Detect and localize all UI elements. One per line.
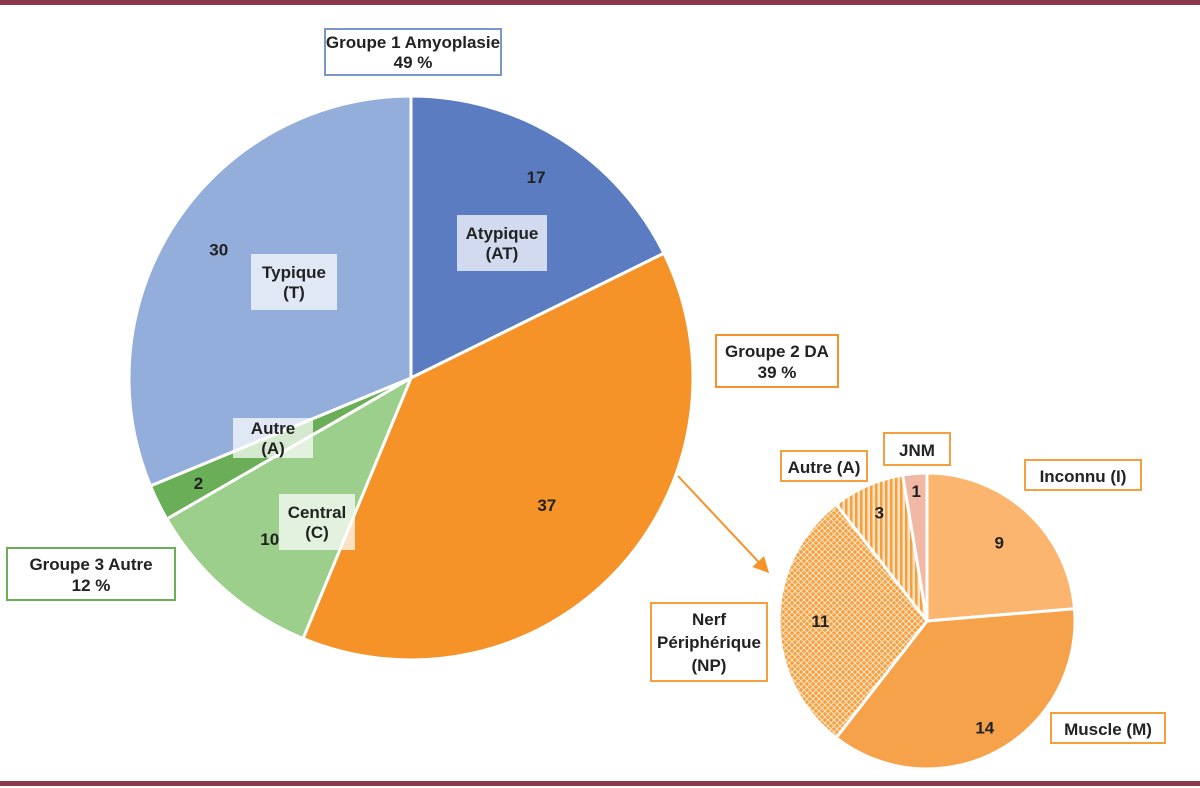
connector-arrow [677,475,770,574]
sub-label-jnm: JNM [899,441,935,460]
main-tag-text: (AT) [486,244,519,263]
sub-slice-nerf-peripherique-np [777,502,929,740]
sub-value-autre-a: 3 [875,504,884,523]
main-tag-text: Typique [262,263,326,282]
sub-label-inconnu: Inconnu (I) [1040,467,1127,486]
group1-label: Groupe 1 Amyoplasie [326,33,500,52]
group1-label-box: Groupe 1 Amyoplasie 49 % [324,28,502,76]
sub-label-box-jnm: JNM [883,432,951,466]
main-tag-autre-a: Autre(A) [233,418,313,458]
main-tag-text: Central [288,503,347,522]
main-pie [127,94,695,662]
top-rule [0,0,1200,5]
bottom-rule [0,781,1200,786]
main-value-central-c: 10 [260,530,279,549]
main-value-atypique-at: 17 [527,168,546,187]
main-value-typique-t: 30 [209,241,228,260]
sub-label-box-muscle: Muscle (M) [1050,712,1166,744]
group3-label-box: Groupe 3 Autre 12 % [6,547,176,601]
main-tag-atypique-at: Atypique(AT) [457,215,547,271]
main-tag-typique-t: Typique(T) [251,254,337,310]
sub-label-nerf-line2: Périphérique [657,633,761,652]
sub-value-inconnu-i: 9 [994,534,1003,553]
main-pie-value-labels: 17 37 10 2 30 [194,168,556,549]
main-tag-text: (A) [261,439,285,458]
main-tag-text: Atypique [466,224,539,243]
group3-label: Groupe 3 Autre [29,555,152,574]
main-tag-text: Autre [251,419,295,438]
sub-slice-inconnu-i [925,471,1077,623]
sub-slice-jnm [900,471,929,622]
sub-label-box-nerf: Nerf Périphérique (NP) [650,602,768,682]
sub-label-muscle: Muscle (M) [1064,720,1152,739]
main-tag-text: (C) [305,523,329,542]
sub-label-nerf-line3: (NP) [692,656,727,675]
sub-pie-value-labels: 9 14 11 3 1 [811,482,1004,738]
main-tag-central-c: Central(C) [279,494,355,550]
sub-label-autre: Autre (A) [788,458,861,477]
main-value-autre-a: 2 [194,474,203,493]
sub-label-box-autre: Autre (A) [780,450,868,482]
sub-label-box-inconnu: Inconnu (I) [1024,459,1142,491]
main-slice-groupe-2-da [301,251,695,662]
main-pie-category-labels: Atypique(AT) Central(C) Autre(A) Typique(T) [233,215,547,550]
group2-label: Groupe 2 DA [725,342,829,361]
sub-label-nerf-line1: Nerf [692,610,726,629]
sub-value-muscle-m: 14 [975,719,994,738]
sub-value-nerf-peripherique-np: 11 [811,612,829,631]
group1-percent: 49 % [394,53,433,72]
sub-value-jnm: 1 [911,482,920,501]
main-tag-text: (T) [283,283,305,302]
group3-percent: 12 % [72,576,111,595]
group2-percent: 39 % [758,363,797,382]
sub-slice-muscle-m [833,607,1077,771]
main-value-groupe-2-da: 37 [537,496,556,515]
group2-label-box: Groupe 2 DA 39 % [715,334,839,388]
sub-pie [777,471,1077,771]
